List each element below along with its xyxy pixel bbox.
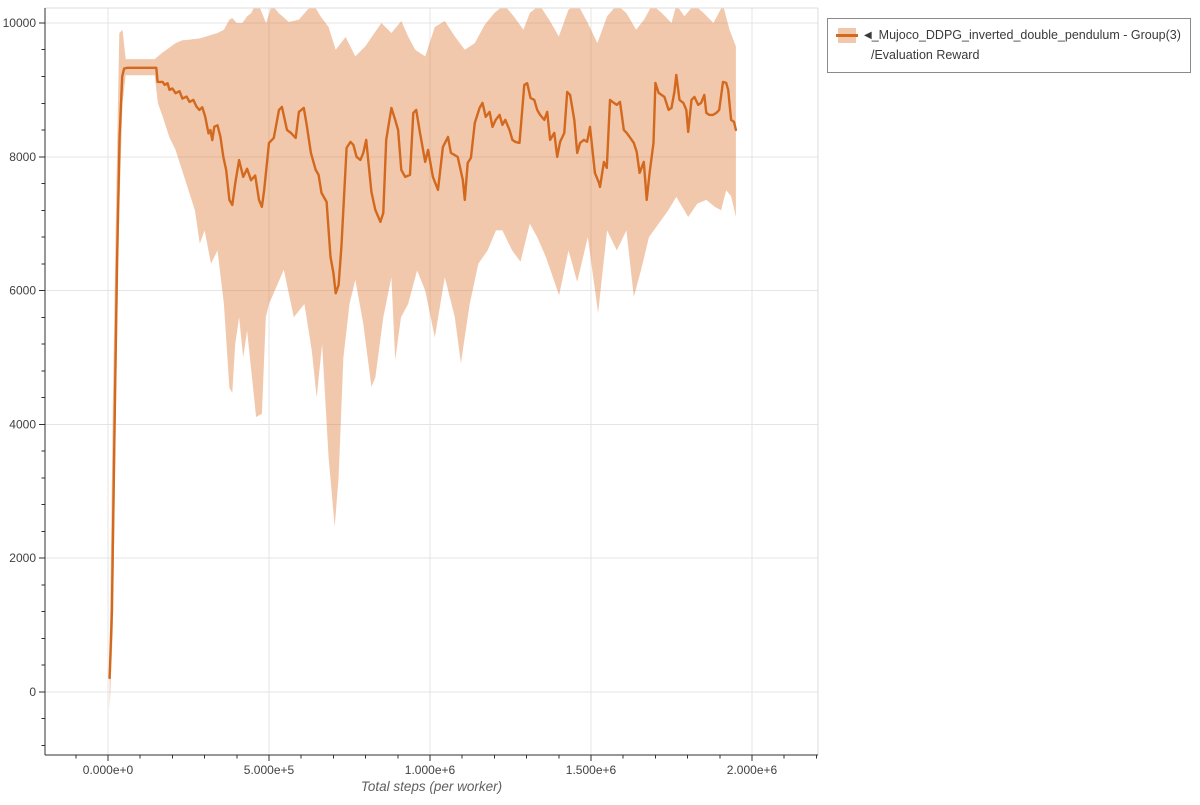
legend-swatch-line-icon <box>836 34 858 37</box>
confidence-band <box>109 8 736 710</box>
legend-box[interactable]: ◀ _Mujoco_DDPG_inverted_double_pendulum … <box>827 18 1191 73</box>
x-axis-title: Total steps (per worker) <box>360 779 503 794</box>
y-tick-label: 6000 <box>9 284 36 298</box>
legend-entry[interactable]: ◀ _Mujoco_DDPG_inverted_double_pendulum … <box>836 27 1181 44</box>
y-tick-label: 8000 <box>9 150 36 164</box>
legend-swatch-icon <box>836 28 858 43</box>
legend-collapse-icon[interactable]: ◀ <box>864 30 872 41</box>
x-tick-label: 1.500e+6 <box>566 763 617 777</box>
x-tick-label: 1.000e+6 <box>405 763 456 777</box>
x-tick-label: 5.000e+5 <box>244 763 295 777</box>
y-tick-label: 2000 <box>9 551 36 565</box>
x-tick-label: 2.000e+6 <box>727 763 778 777</box>
y-tick-label: 10000 <box>3 16 37 30</box>
x-tick-label: 0.000e+0 <box>83 763 134 777</box>
y-tick-label: 4000 <box>9 417 36 431</box>
y-tick-label: 0 <box>29 685 36 699</box>
legend-series-metric: /Evaluation Reward <box>871 48 980 62</box>
mean-line <box>108 66 738 680</box>
legend-series-name: _Mujoco_DDPG_inverted_double_pendulum - … <box>871 28 1181 42</box>
